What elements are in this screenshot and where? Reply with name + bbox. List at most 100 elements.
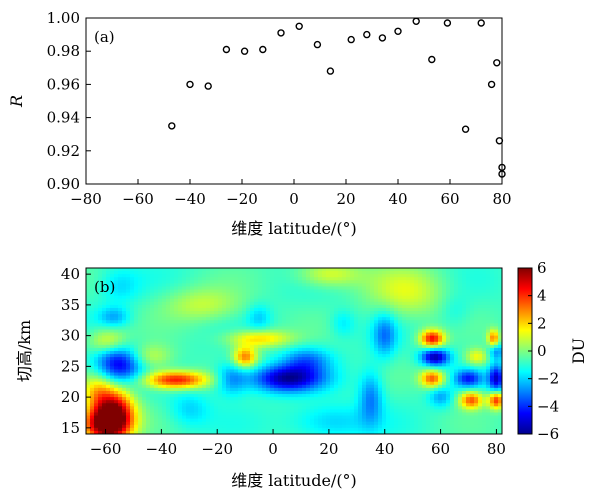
heatmap-cell xyxy=(386,314,391,318)
heatmap-cell xyxy=(102,311,107,315)
heatmap-cell xyxy=(234,323,239,327)
heatmap-cell xyxy=(150,301,155,306)
heatmap-cell xyxy=(250,409,255,414)
heatmap-cell xyxy=(246,403,251,407)
heatmap-cell xyxy=(122,378,127,383)
heatmap-cell xyxy=(166,277,171,281)
heatmap-cell xyxy=(274,304,279,309)
heatmap-cell xyxy=(282,363,287,367)
heatmap-cell xyxy=(378,329,383,334)
heatmap-cell xyxy=(482,329,487,334)
heatmap-cell xyxy=(186,378,191,383)
heatmap-cell xyxy=(398,271,403,275)
heatmap-cell xyxy=(86,329,91,334)
heatmap-cell xyxy=(334,406,339,410)
heatmap-cell xyxy=(450,332,455,337)
heatmap-cell xyxy=(186,363,191,367)
heatmap-cell xyxy=(318,286,323,291)
data-point-20 xyxy=(493,59,501,67)
heatmap-cell xyxy=(198,298,203,303)
heatmap-cell xyxy=(98,406,103,410)
heatmap-cell xyxy=(270,357,275,361)
heatmap-cell xyxy=(222,387,227,392)
heatmap-cell xyxy=(418,280,423,284)
heatmap-cell xyxy=(486,307,491,312)
heatmap-cell xyxy=(222,304,227,309)
heatmap-cell xyxy=(214,280,219,284)
heatmap-cell xyxy=(326,369,331,374)
heatmap-cell xyxy=(478,360,483,364)
heatmap-cell xyxy=(394,268,399,272)
heatmap-cell xyxy=(194,295,199,300)
heatmap-cell xyxy=(394,351,399,355)
heatmap-cell xyxy=(170,347,175,352)
heatmap-cell xyxy=(310,403,315,407)
heatmap-cell xyxy=(154,412,159,417)
heatmap-cell xyxy=(442,344,447,349)
heatmap-cell xyxy=(362,280,367,284)
heatmap-cell xyxy=(122,344,127,349)
heatmap-cell xyxy=(490,286,495,291)
heatmap-cell xyxy=(498,375,502,380)
heatmap-cell xyxy=(274,323,279,327)
heatmap-cell xyxy=(226,347,231,352)
heatmap-cell xyxy=(438,311,443,315)
heatmap-cell xyxy=(370,400,375,404)
heatmap-cell xyxy=(258,394,263,398)
heatmap-cell xyxy=(446,286,451,291)
heatmap-cell xyxy=(446,314,451,318)
heatmap-cell xyxy=(434,400,439,404)
heatmap-cell xyxy=(222,301,227,306)
heatmap-cell xyxy=(254,347,259,352)
heatmap-cell xyxy=(118,397,123,401)
heatmap-cell xyxy=(386,390,391,395)
heatmap-cell xyxy=(402,403,407,407)
heatmap-cell xyxy=(310,381,315,386)
heatmap-cell xyxy=(466,311,471,315)
heatmap-cell xyxy=(282,323,287,327)
heatmap-cell xyxy=(410,311,415,315)
heatmap-cell xyxy=(134,304,139,309)
heatmap-cell xyxy=(270,351,275,355)
heatmap-cell xyxy=(490,298,495,303)
heatmap-cell xyxy=(226,311,231,315)
heatmap-cell xyxy=(462,344,467,349)
heatmap-cell xyxy=(278,357,283,361)
heatmap-cell xyxy=(494,347,499,352)
heatmap-cell xyxy=(210,298,215,303)
heatmap-cell xyxy=(286,406,291,410)
heatmap-cell xyxy=(490,366,495,371)
heatmap-cell xyxy=(238,354,243,358)
heatmap-cell xyxy=(266,274,271,278)
heatmap-cell xyxy=(358,317,363,321)
heatmap-cell xyxy=(98,369,103,374)
heatmap-cell xyxy=(298,289,303,294)
heatmap-cell xyxy=(118,298,123,303)
heatmap-cell xyxy=(290,314,295,318)
heatmap-cell xyxy=(150,286,155,291)
heatmap-cell xyxy=(390,271,395,275)
heatmap-cell xyxy=(150,304,155,309)
heatmap-cell xyxy=(410,375,415,380)
heatmap-cell xyxy=(90,397,95,401)
heatmap-cell xyxy=(442,271,447,275)
heatmap-cell xyxy=(282,289,287,294)
heatmap-cell xyxy=(254,400,259,404)
heatmap-cell xyxy=(290,335,295,340)
heatmap-cell xyxy=(418,354,423,358)
heatmap-cell xyxy=(250,307,255,312)
heatmap-cell xyxy=(434,286,439,291)
heatmap-cell xyxy=(382,317,387,321)
heatmap-cell xyxy=(266,351,271,355)
heatmap-cell xyxy=(306,357,311,361)
heatmap-cell xyxy=(226,378,231,383)
heatmap-cell xyxy=(298,307,303,312)
heatmap-cell xyxy=(226,354,231,358)
heatmap-cell xyxy=(90,274,95,278)
heatmap-cell xyxy=(182,384,187,389)
heatmap-cell xyxy=(254,280,259,284)
heatmap-cell xyxy=(294,390,299,395)
heatmap-cell xyxy=(134,286,139,291)
heatmap-cell xyxy=(402,375,407,380)
heatmap-cell xyxy=(354,301,359,306)
